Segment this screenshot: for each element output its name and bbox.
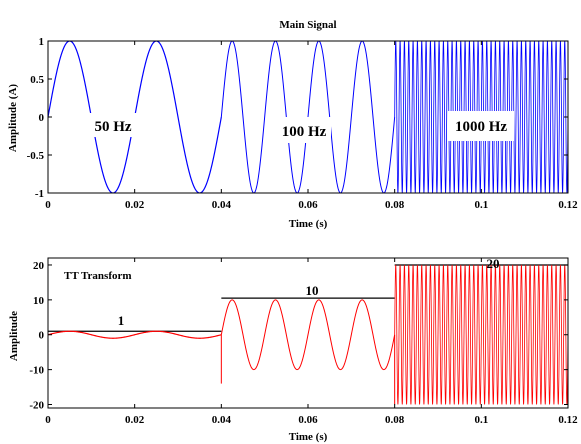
x-tick-label: 0.04 (212, 199, 232, 211)
y-tick-label: -1 (35, 188, 44, 200)
y-tick-label: 1 (39, 36, 45, 48)
tt-100hz-line (220, 299, 396, 371)
chart-title: TT Transform (64, 270, 132, 282)
y-tick-label: 0.5 (30, 74, 44, 86)
x-tick-label: 0 (45, 414, 51, 426)
y-tick-label: 0 (39, 330, 45, 342)
annotation-10: 10 (306, 283, 319, 298)
tt-1000hz-line (394, 264, 568, 405)
y-tick-label: 10 (33, 295, 45, 307)
x-tick-label: 0 (45, 199, 51, 211)
annotation-20: 20 (487, 256, 500, 271)
x-tick-label: 0.08 (385, 414, 405, 426)
x-axis-label: Time (s) (289, 218, 328, 230)
x-tick-label: 0.06 (298, 199, 318, 211)
x-tick-label: 0.02 (125, 199, 145, 211)
annotation-50hz: 50 Hz (94, 119, 131, 135)
axes: 0 0.02 0.04 0.06 0.08 0.1 0.12 1 0.5 0 -0.5 -1 (27, 36, 579, 211)
annotation-1: 1 (118, 313, 125, 328)
annotation-100hz: 100 Hz (282, 124, 327, 140)
x-tick-label: 0.02 (125, 414, 145, 426)
annotation-background (277, 117, 331, 143)
x-tick-label: 0.1 (474, 199, 488, 211)
tt-transform-panel: Amplitude Time (s) TT Transform 1 10 20 … (8, 256, 578, 443)
annotation-background (90, 113, 136, 137)
y-tick-label: 20 (33, 260, 45, 272)
x-tick-label: 0.06 (298, 414, 318, 426)
y-axis-label: Amplitude (8, 311, 20, 361)
y-tick-label: -0.5 (27, 150, 45, 162)
x-tick-label: 0.1 (474, 414, 488, 426)
tt-50hz-line (48, 330, 222, 339)
x-tick-label: 0.12 (558, 199, 578, 211)
main-signal-panel: Main Signal Amplitude (A) Time (s) 50 Hz… (7, 19, 578, 230)
annotation-background (448, 111, 514, 141)
axes: 0 0.02 0.04 0.06 0.08 0.1 0.12 20 10 0 -10 -20 (29, 258, 578, 426)
y-tick-label: 0 (39, 112, 45, 124)
y-tick-label: -20 (29, 400, 44, 412)
x-tick-label: 0.12 (558, 414, 578, 426)
y-tick-label: -10 (29, 365, 44, 377)
x-axis-label: Time (s) (289, 431, 328, 443)
x-tick-label: 0.08 (385, 199, 405, 211)
x-tick-label: 0.04 (212, 414, 232, 426)
annotation-1000hz: 1000 Hz (455, 119, 507, 135)
y-axis-label: Amplitude (A) (7, 84, 19, 152)
chart-title: Main Signal (279, 19, 336, 31)
